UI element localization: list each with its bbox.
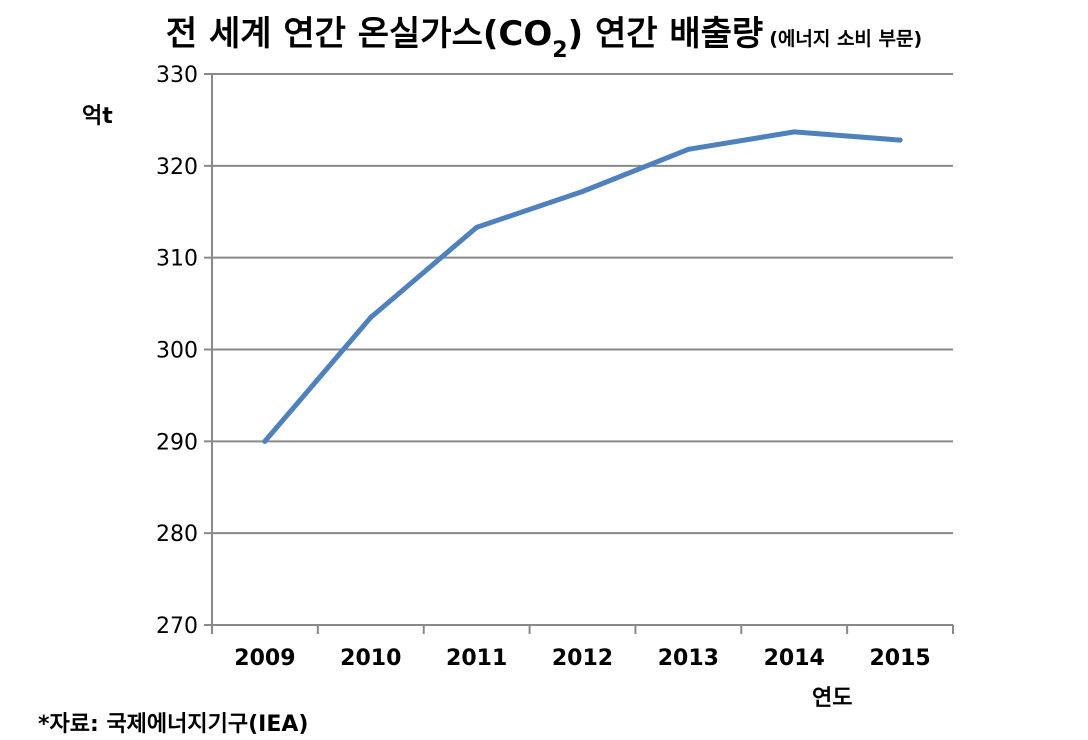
chart-title-note: (에너지 소비 부문) [769, 28, 923, 50]
axes [204, 73, 954, 634]
chart-title-main: 전 세계 연간 온실가스(CO [165, 14, 553, 54]
x-tick-label: 2010 [340, 646, 401, 671]
y-axis-label: 억t [82, 104, 113, 129]
x-tick-label: 2012 [552, 646, 613, 671]
data-point [262, 438, 268, 444]
chart-title-subscript: 2 [552, 38, 568, 63]
x-tick-label: 2013 [658, 646, 719, 671]
x-tick-labels: 2009 2010 2011 2012 2013 2014 2015 [234, 646, 930, 671]
y-tick-label: 270 [156, 614, 198, 639]
y-tick-label: 310 [156, 247, 198, 272]
y-tick-labels: 270 280 290 300 310 320 330 [156, 63, 198, 639]
data-point [791, 129, 797, 135]
grid-lines [212, 73, 953, 535]
series-line [262, 129, 903, 444]
chart-title: 전 세계 연간 온실가스(CO2) 연간 배출량 (에너지 소비 부문) [0, 6, 1088, 63]
data-point [368, 314, 374, 320]
data-point [474, 224, 480, 230]
y-tick-label: 290 [156, 430, 198, 455]
source-note: *자료: 국제에너지기구(IEA) [38, 712, 309, 737]
data-point [580, 189, 585, 195]
y-tick-label: 330 [156, 63, 198, 88]
x-tick-label: 2011 [446, 646, 507, 671]
data-point [685, 146, 691, 152]
x-axis-label: 연도 [812, 686, 852, 711]
x-tick-label: 2009 [234, 646, 295, 671]
series-layer [262, 129, 903, 444]
x-tick-label: 2015 [869, 646, 930, 671]
y-tick-label: 280 [156, 522, 198, 547]
x-tick-label: 2014 [764, 646, 825, 671]
y-tick-label: 300 [156, 339, 198, 364]
chart-title-suffix: ) 연간 배출량 [567, 14, 764, 54]
y-tick-label: 320 [156, 155, 198, 180]
data-point [897, 137, 903, 143]
